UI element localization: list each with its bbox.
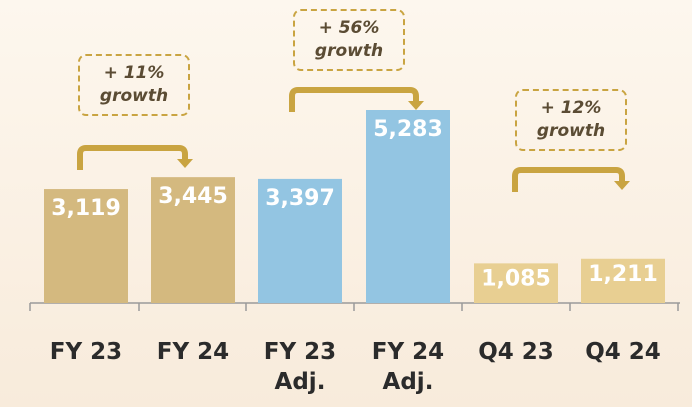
annotation: + 12% growth xyxy=(515,89,627,151)
bar xyxy=(151,177,235,303)
x-tick-label: Q4 23 xyxy=(478,339,554,365)
value-label: 3,119 xyxy=(51,196,121,221)
x-tick-label: FY 24 xyxy=(156,339,230,365)
bar xyxy=(581,258,665,303)
bracket-arrow xyxy=(289,87,419,112)
bar xyxy=(258,178,342,303)
arrow-head xyxy=(177,159,193,168)
bar xyxy=(474,263,558,303)
x-tick-label: FY 23 Adj. xyxy=(263,339,337,395)
bracket-arrow xyxy=(77,145,188,170)
value-label: 5,283 xyxy=(373,117,443,142)
annotation: + 11% growth xyxy=(78,54,190,116)
x-tick-label: Q4 24 xyxy=(585,339,661,365)
bar xyxy=(366,110,450,303)
value-label: 1,211 xyxy=(588,262,658,287)
value-label: 3,397 xyxy=(265,186,335,211)
value-label: 1,085 xyxy=(481,266,551,291)
bar xyxy=(44,189,128,303)
annotation: + 56% growth xyxy=(293,9,405,71)
x-tick-label: FY 24 Adj. xyxy=(371,339,445,395)
x-tick-label: FY 23 xyxy=(49,339,123,365)
bracket-arrow xyxy=(512,167,625,192)
value-label: 3,445 xyxy=(158,184,228,209)
arrow-head xyxy=(614,181,630,190)
arrow-head xyxy=(408,101,424,110)
